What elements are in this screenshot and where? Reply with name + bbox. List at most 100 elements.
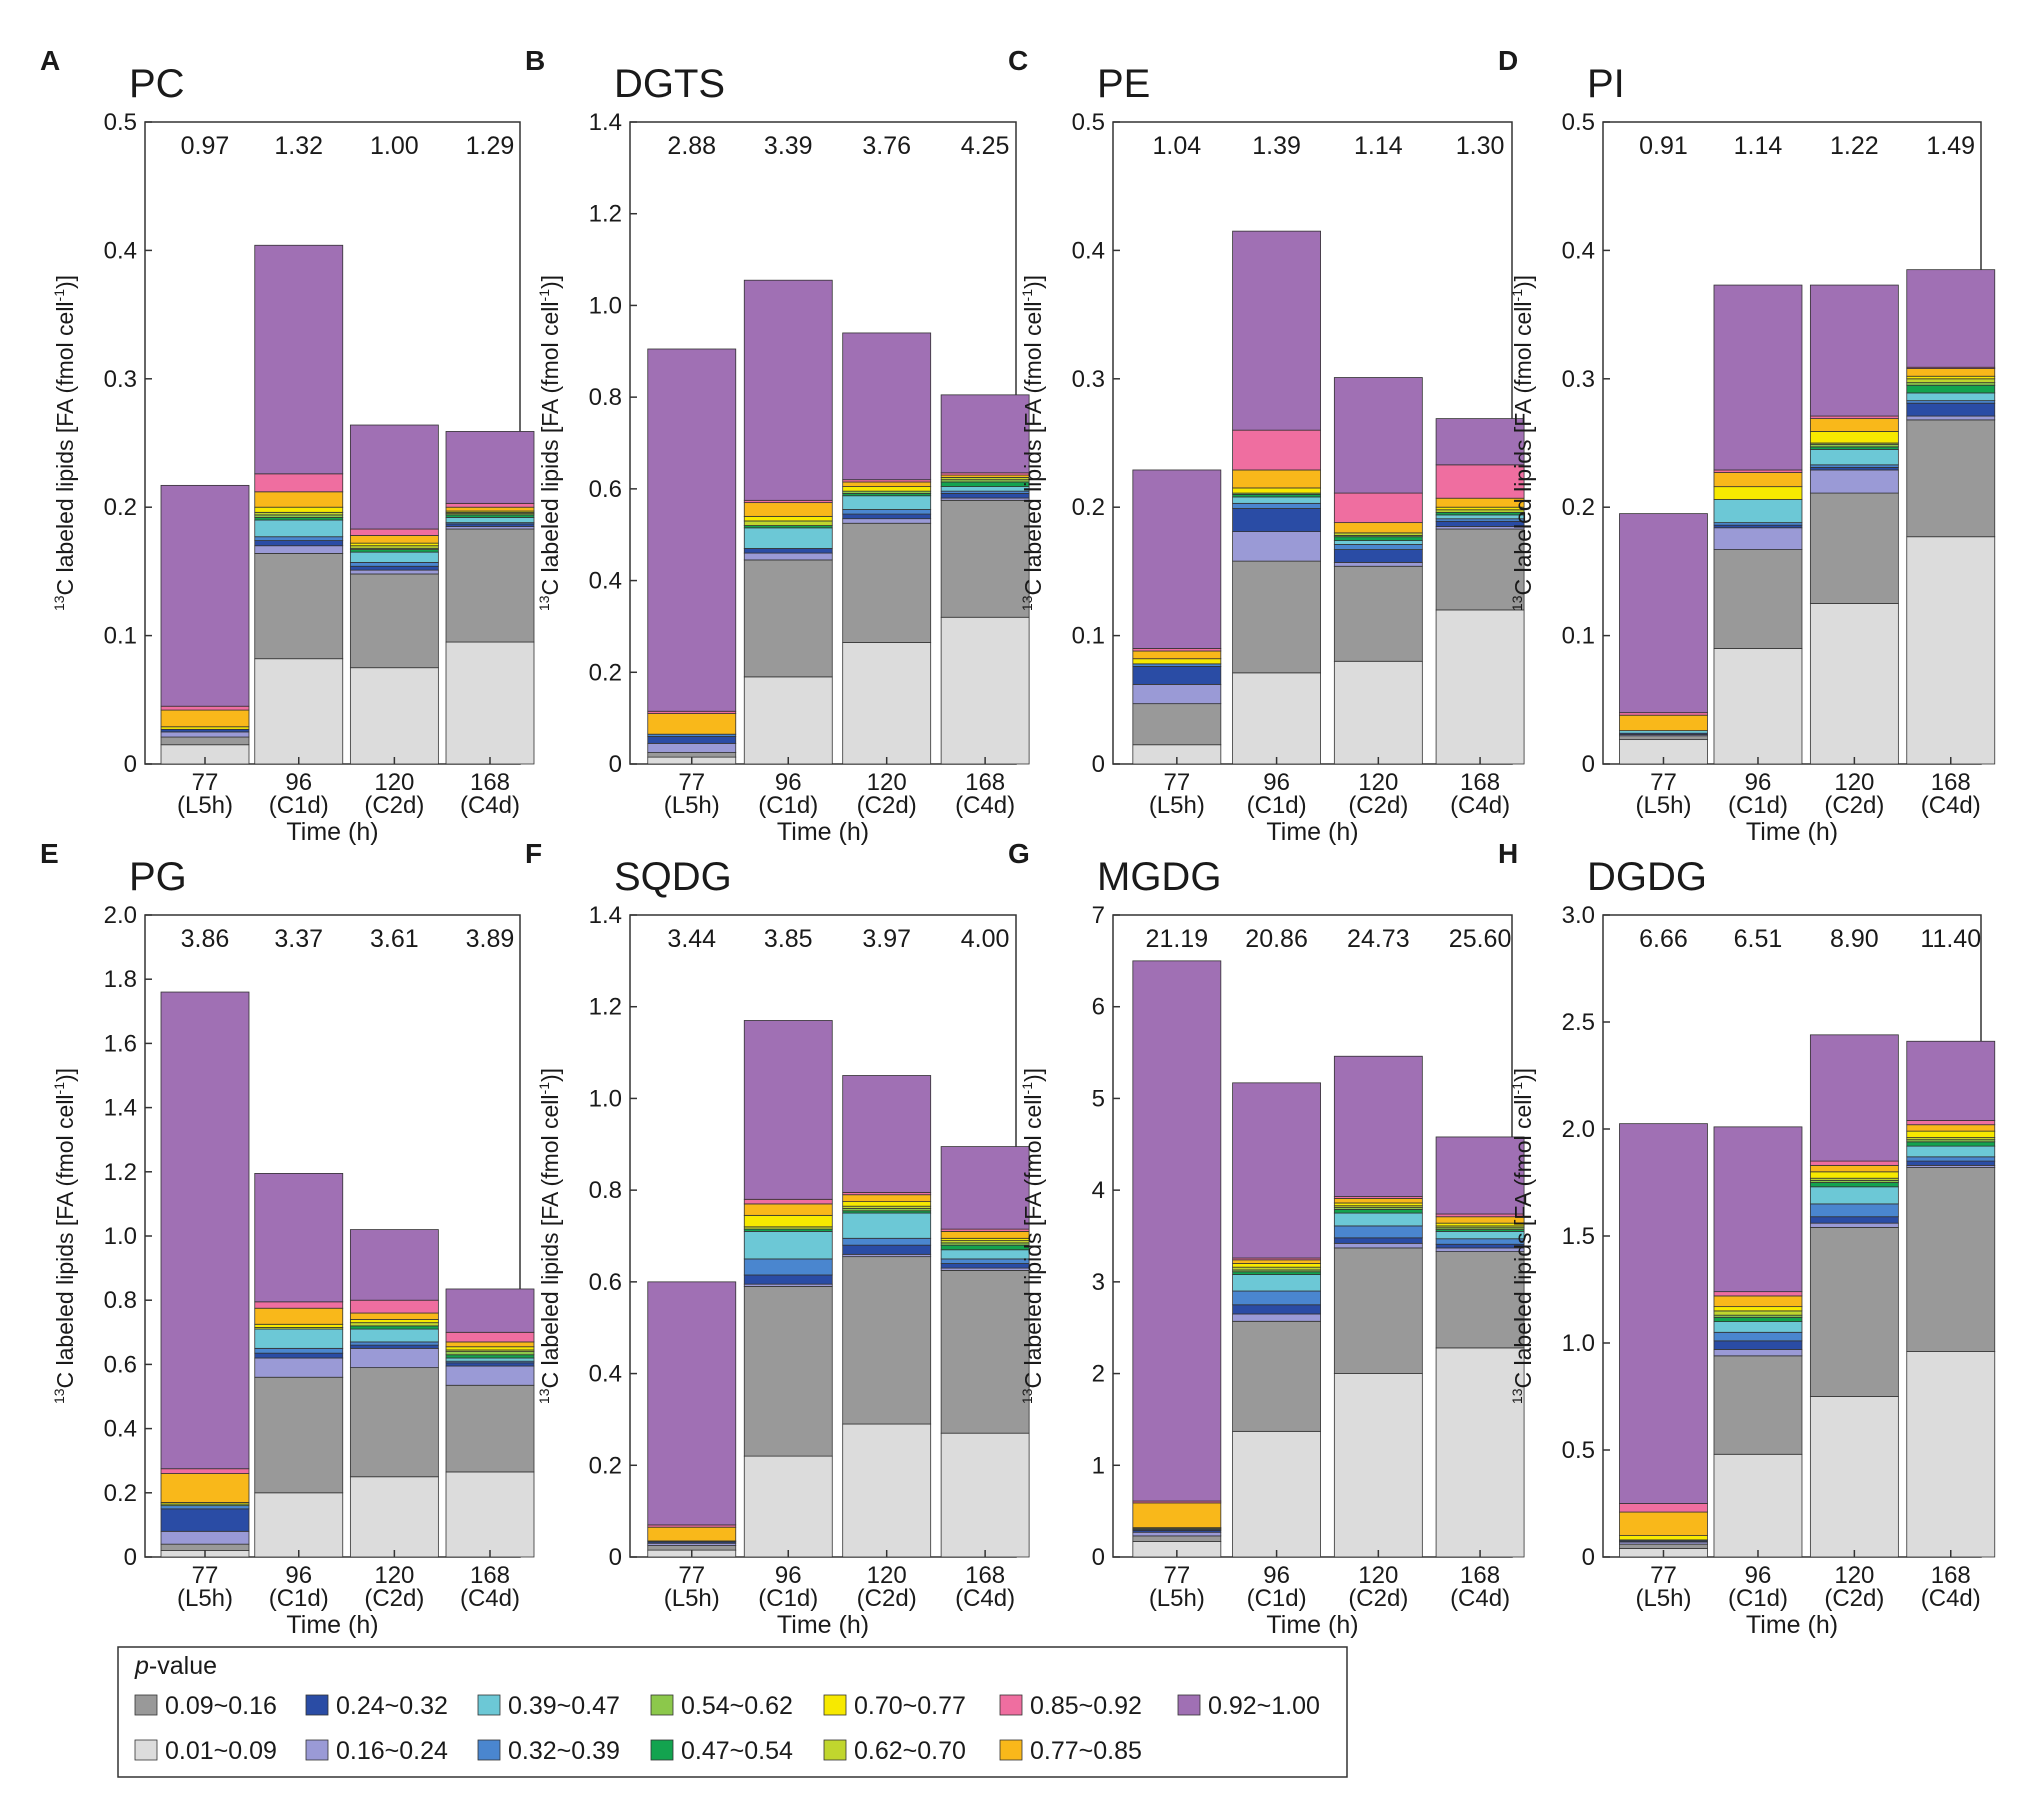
bar-segment <box>160 1505 250 1510</box>
bar-segment <box>349 569 439 575</box>
ylabel-text: C labeled lipids [FA (fmol cell <box>1020 301 1046 595</box>
bar-total-label: 1.22 <box>1830 132 1879 160</box>
bar-segment <box>254 545 344 554</box>
bar-segment <box>445 1351 535 1356</box>
bar-segment <box>1333 492 1423 524</box>
bar-segment <box>254 1492 344 1558</box>
bar-segment <box>1333 1373 1423 1558</box>
bar-segment <box>1619 1543 1708 1549</box>
legend-swatch <box>999 1694 1023 1716</box>
y-axis-label: 13C labeled lipids [FA (fmol cell-1)] <box>1019 275 1046 611</box>
bar-total-label: 8.90 <box>1830 925 1879 953</box>
ylabel-superscript-13: 13 <box>51 1388 67 1404</box>
y-tick-label: 0.3 <box>1562 366 1595 393</box>
bar-segment <box>743 548 833 554</box>
bar-segment <box>254 244 344 475</box>
bar-segment <box>1906 415 1996 421</box>
x-tick-label: 168 (C4d) <box>955 1562 1015 1612</box>
x-tick-label-line: 120 <box>1834 1562 1874 1589</box>
bar-segment <box>1713 527 1803 550</box>
bar-segment <box>1333 522 1423 534</box>
x-tick-label: 120 (C2d) <box>1348 1562 1408 1612</box>
x-tick-label-line: (C4d) <box>955 792 1015 819</box>
legend-swatch <box>305 1739 329 1761</box>
ylabel-end: )] <box>52 1068 78 1082</box>
bar-total-label: 3.44 <box>667 925 716 953</box>
bar-segment <box>445 517 535 524</box>
x-tick-label-line: (C1d) <box>269 1585 329 1612</box>
y-tick-label: 0.6 <box>589 1269 622 1296</box>
bar-segment <box>1713 1340 1803 1350</box>
bar-segment <box>940 1146 1030 1230</box>
y-tick-label: 2 <box>1092 1361 1105 1388</box>
x-tick-label-line: (C4d) <box>460 1585 520 1612</box>
bar-segment <box>1333 1202 1423 1207</box>
y-tick-label: 0.2 <box>104 494 137 521</box>
x-tick-label-line: 96 <box>1263 769 1290 796</box>
bar-segment <box>1809 1203 1899 1218</box>
y-tick-label: 1.6 <box>104 1030 137 1057</box>
panel-b: B DGTS 0 0.2 0.4 0.6 0.8 1.0 1.2 1.4 13C labeled l… <box>525 45 1030 846</box>
bar-segment <box>940 493 1030 499</box>
bar-total-label: 1.32 <box>274 132 323 160</box>
ylabel-superscript-13: 13 <box>1019 595 1035 611</box>
ylabel-text: C labeled lipids [FA (fmol cell <box>52 301 78 595</box>
legend-swatch <box>823 1739 847 1761</box>
bar-segment <box>349 1319 439 1324</box>
bar-segment <box>445 1362 535 1367</box>
bar-total-label: 1.29 <box>466 132 515 160</box>
bar-segment <box>1906 1160 1996 1166</box>
bar-segment <box>1713 648 1803 765</box>
bar-segment <box>1333 1055 1423 1197</box>
y-tick-label: 1.4 <box>589 902 622 929</box>
bar-segment <box>254 519 344 538</box>
y-tick-label: 1.0 <box>1562 1330 1595 1357</box>
bar-segment <box>842 1075 932 1193</box>
panel-letter: G <box>1008 838 1030 869</box>
x-tick-label-line: (C2d) <box>1824 792 1884 819</box>
y-tick-label: 0 <box>124 751 137 778</box>
ylabel-end: )] <box>537 1068 563 1082</box>
bar-segment <box>254 658 344 765</box>
x-tick-label-line: (L5h) <box>1149 792 1205 819</box>
bar-segment <box>1232 1313 1321 1322</box>
bar-segment <box>1809 1227 1899 1397</box>
bar-segment <box>1619 1503 1708 1513</box>
bar-total-label: 0.91 <box>1639 132 1688 160</box>
bar-segment <box>1713 472 1803 488</box>
y-tick-label: 2.0 <box>104 902 137 929</box>
x-axis-title: Time (h) <box>1266 1611 1358 1639</box>
x-axis-title: Time (h) <box>286 818 378 846</box>
bar-segment <box>1809 469 1899 494</box>
legend-item-label: 0.54~0.62 <box>681 1692 793 1720</box>
bar-segment <box>842 486 932 492</box>
bar-segment <box>445 1288 535 1333</box>
panel-letter: D <box>1498 45 1518 76</box>
bar-total-label: 3.76 <box>862 132 911 160</box>
bar-segment <box>1809 449 1899 466</box>
x-tick-label-line: 77 <box>1163 769 1190 796</box>
bar-segment <box>842 509 932 515</box>
legend-swatch <box>823 1694 847 1716</box>
x-tick-label-line: (L5h) <box>664 1585 720 1612</box>
bar-segment <box>160 1473 250 1503</box>
y-tick-label: 0.1 <box>104 623 137 650</box>
bar-segment <box>1713 1355 1803 1455</box>
bar-segment <box>1809 1396 1899 1558</box>
x-tick-label: 120 (C2d) <box>364 769 424 819</box>
bar-segment <box>1713 499 1803 524</box>
x-tick-label: 168 (C4d) <box>955 769 1015 819</box>
x-tick-label: 96 (C1d) <box>1247 769 1307 819</box>
bar-segment <box>1906 269 1996 368</box>
bar-segment <box>940 1263 1030 1269</box>
bar-segment <box>1713 1126 1803 1293</box>
legend-swatch <box>650 1694 674 1716</box>
bar-segment <box>1809 284 1899 417</box>
x-tick-label-line: 168 <box>1460 769 1500 796</box>
y-axis-label: 13C labeled lipids [FA (fmol cell-1)] <box>1509 275 1536 611</box>
x-tick-label: 168 (C4d) <box>460 1562 520 1612</box>
bar-segment <box>1809 1182 1899 1188</box>
bar-segment <box>1809 1186 1899 1205</box>
bar-segment <box>1132 666 1222 685</box>
y-axis-label: 13C labeled lipids [FA (fmol cell-1)] <box>1509 1068 1536 1404</box>
